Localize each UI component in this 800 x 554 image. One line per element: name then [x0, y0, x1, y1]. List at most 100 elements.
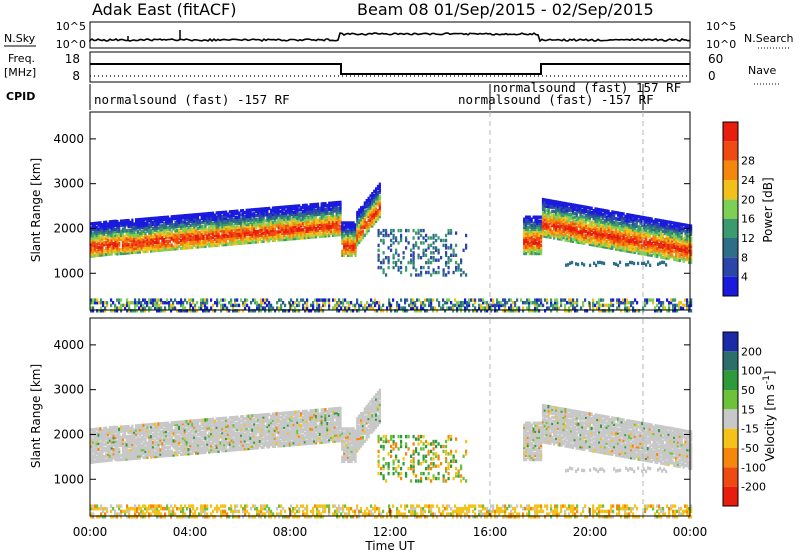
power-cell — [598, 212, 601, 216]
power-cell — [538, 215, 541, 219]
power-cell — [187, 244, 190, 248]
power-cell — [234, 211, 237, 216]
power-cell — [442, 270, 445, 275]
power-cell — [300, 222, 303, 226]
power-cell — [675, 233, 678, 238]
power-cell — [318, 226, 321, 230]
power-cell — [163, 215, 166, 220]
power-cell — [330, 215, 333, 219]
power-cell — [375, 209, 378, 213]
power-cell — [180, 298, 183, 302]
power-cell — [322, 298, 325, 302]
power-cell — [219, 219, 222, 223]
power-cell — [686, 298, 689, 302]
power-cell — [133, 232, 136, 236]
power-cell — [296, 234, 299, 238]
power-cell — [430, 303, 433, 308]
power-cell — [286, 221, 290, 225]
power-cell — [360, 232, 363, 236]
power-cell — [157, 230, 160, 234]
power-cell — [630, 241, 633, 246]
power-cell — [525, 217, 528, 221]
power-cell — [468, 301, 471, 305]
power-cell — [234, 215, 237, 220]
power-cell — [506, 301, 509, 305]
power-cell — [246, 298, 249, 302]
power-cell — [249, 214, 252, 218]
power-cell — [208, 222, 211, 226]
power-cell — [564, 218, 567, 222]
power-cell — [223, 210, 226, 215]
power-cell — [112, 242, 115, 246]
power-cell — [288, 233, 291, 237]
power-cell — [256, 223, 260, 228]
power-cell — [601, 240, 605, 245]
power-cell — [446, 298, 449, 302]
power-cell — [583, 211, 586, 215]
power-cell — [363, 201, 366, 205]
power-cell — [603, 213, 606, 217]
power-cell — [577, 206, 580, 210]
power-cell — [538, 235, 541, 239]
power-cell — [538, 298, 541, 302]
power-cell — [534, 235, 537, 239]
power-cell — [151, 243, 155, 247]
power-cell — [570, 205, 573, 209]
power-cell — [189, 219, 192, 223]
power-cell — [528, 229, 531, 233]
power-cell — [652, 239, 655, 244]
power-cell — [298, 220, 301, 224]
power-cell — [596, 231, 599, 236]
power-cell — [196, 243, 200, 247]
power-cell — [258, 225, 261, 230]
power-cell — [215, 221, 218, 225]
power-cell — [637, 219, 640, 223]
power-cell — [690, 232, 693, 236]
power-cell — [160, 298, 163, 302]
power-cell — [264, 237, 267, 241]
power-cell — [183, 226, 186, 230]
power-cell — [652, 252, 655, 256]
power-cell — [596, 213, 599, 218]
power-cell — [273, 210, 276, 214]
power-cell — [676, 309, 679, 313]
power-cell — [110, 252, 113, 256]
power-cell — [138, 224, 141, 228]
power-cell — [361, 215, 365, 220]
power-cell — [566, 218, 569, 222]
power-cell — [667, 228, 670, 232]
power-cell — [228, 230, 231, 234]
power-cell — [310, 303, 313, 308]
power-cell — [378, 210, 381, 215]
power-cell — [641, 252, 644, 256]
power-cell — [661, 247, 665, 251]
power-cell — [558, 221, 561, 225]
power-cell — [322, 301, 325, 305]
power-cell — [211, 215, 215, 220]
power-cell — [144, 245, 147, 250]
velocity-cell — [93, 445, 96, 450]
power-cell — [296, 226, 299, 230]
power-cell — [660, 239, 663, 243]
power-cell — [601, 212, 605, 217]
nave-right-tick-top: 60 — [708, 52, 723, 66]
cpid-text-3: normalsound (fast) -157 RF — [458, 92, 654, 107]
power-cell — [631, 244, 635, 248]
power-cell — [236, 219, 239, 223]
power-cell — [371, 208, 374, 212]
power-cell — [675, 241, 678, 246]
power-cell — [305, 209, 308, 213]
power-cell — [405, 238, 408, 243]
power-cell — [247, 212, 250, 216]
power-cell — [678, 252, 681, 257]
power-cell — [234, 225, 237, 230]
power-cell — [251, 214, 254, 218]
power-cell — [114, 233, 117, 238]
power-cell — [684, 233, 687, 237]
power-cell — [97, 247, 100, 251]
power-cell — [523, 227, 526, 231]
power-cell — [576, 303, 579, 308]
power-cell — [592, 221, 595, 225]
power-cell — [545, 202, 548, 206]
power-cell — [671, 227, 674, 231]
